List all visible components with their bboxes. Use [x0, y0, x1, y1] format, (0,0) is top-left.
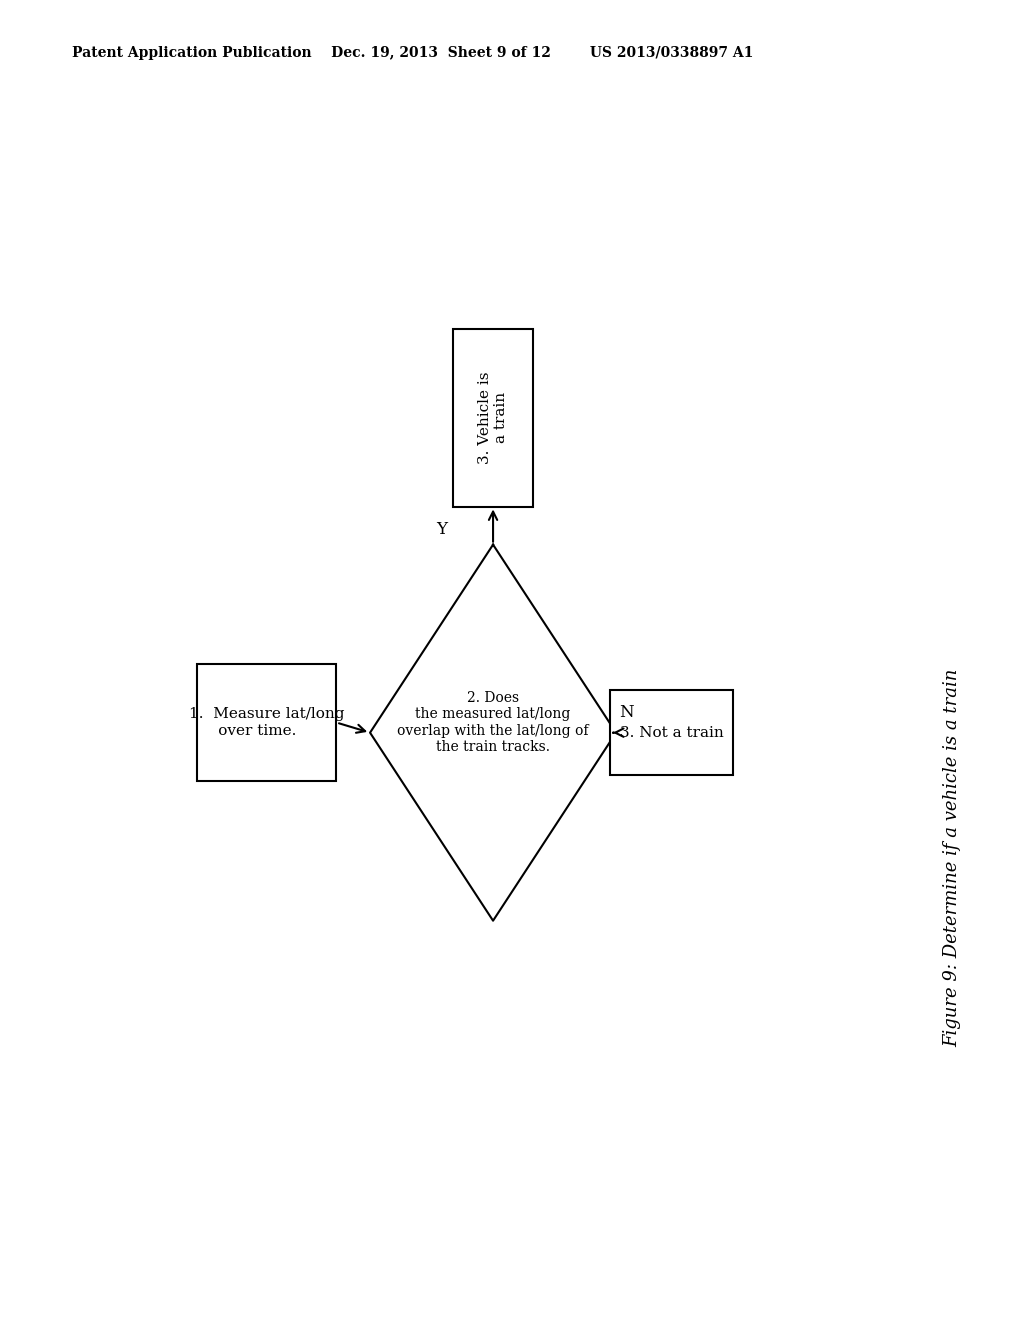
Text: 3. Vehicle is
a train: 3. Vehicle is a train [478, 371, 508, 463]
Text: N: N [620, 704, 634, 721]
Bar [610, 690, 733, 775]
Text: Patent Application Publication    Dec. 19, 2013  Sheet 9 of 12        US 2013/03: Patent Application Publication Dec. 19, … [72, 46, 753, 61]
Bar [198, 664, 336, 781]
Text: Y: Y [436, 521, 446, 537]
Text: 2. Does
the measured lat/long
overlap with the lat/long of
the train tracks.: 2. Does the measured lat/long overlap wi… [397, 692, 589, 754]
Bar [454, 329, 532, 507]
Text: 1.  Measure lat/long
      over time.: 1. Measure lat/long over time. [189, 708, 345, 738]
Text: Figure 9: Determine if a vehicle is a train: Figure 9: Determine if a vehicle is a tr… [943, 669, 962, 1047]
Text: 3. Not a train: 3. Not a train [620, 726, 724, 739]
